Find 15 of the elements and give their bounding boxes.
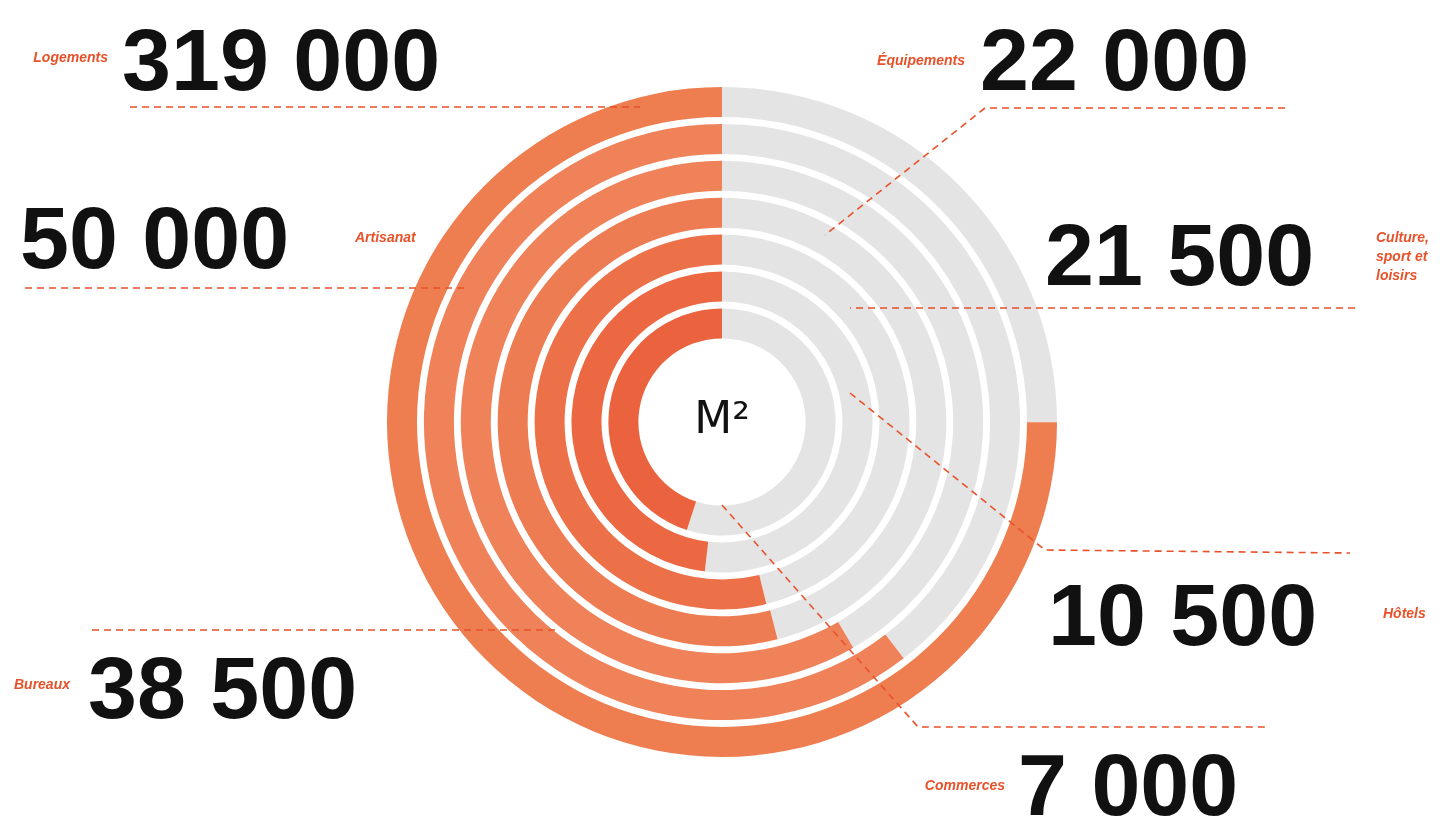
data-label: 7 000 <box>1018 735 1239 821</box>
category-label: Équipements <box>877 51 966 68</box>
category-label: Artisanat <box>354 228 418 245</box>
data-label: 10 500 <box>1048 565 1318 664</box>
data-label: 319 000 <box>122 10 441 109</box>
data-label: 22 000 <box>980 10 1250 109</box>
data-label: 21 500 <box>1045 205 1315 304</box>
data-label: 50 000 <box>20 188 290 287</box>
category-label: Hôtels <box>1383 604 1426 621</box>
text: M² <box>694 392 750 444</box>
category-label: Bureaux <box>13 675 72 692</box>
category-label: Culture, sport et loisirs <box>1376 228 1429 283</box>
data-label: 38 500 <box>88 638 358 737</box>
category-label: Commerces <box>924 776 1006 793</box>
category-label: Logements <box>33 48 109 65</box>
